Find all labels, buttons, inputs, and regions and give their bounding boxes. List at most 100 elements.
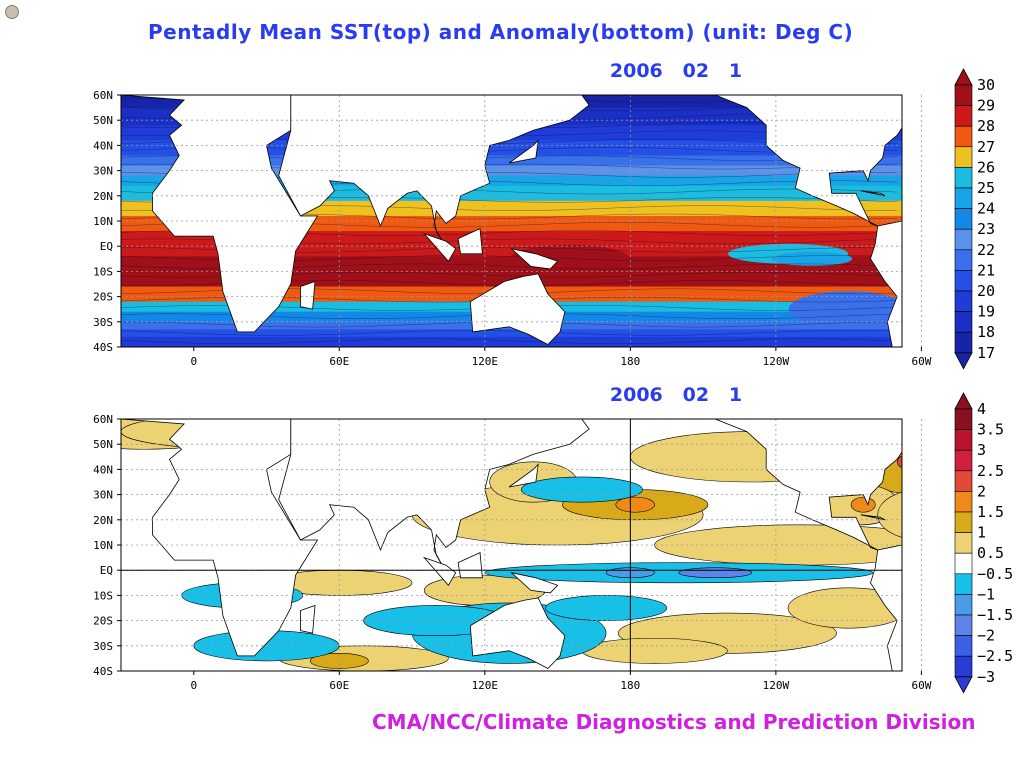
landmass-9 xyxy=(870,220,902,347)
y-tick-label: 60N xyxy=(93,89,113,102)
sst-band xyxy=(121,215,902,233)
colorbar-label: 3.5 xyxy=(977,421,1004,439)
colorbar-swatch xyxy=(954,449,973,472)
y-tick-label: 60N xyxy=(93,413,113,426)
y-tick-label: 10N xyxy=(93,215,113,228)
landmass-9 xyxy=(870,544,902,671)
y-tick-label: 40N xyxy=(93,463,113,476)
colorbar-swatch xyxy=(954,84,973,106)
landmass-7 xyxy=(300,280,316,310)
colorbar-swatch xyxy=(954,429,973,451)
x-tick-label: 120W xyxy=(763,679,790,692)
y-tick-label: 50N xyxy=(93,438,113,451)
colorbar-label: 19 xyxy=(977,303,995,321)
colorbar-label: 0.5 xyxy=(977,544,1004,562)
y-tick-label: EQ xyxy=(100,564,113,577)
landmass-6 xyxy=(510,572,559,594)
colorbar-swatch xyxy=(954,331,973,354)
colorbar-swatch xyxy=(954,311,973,333)
x-tick-label: 0 xyxy=(190,679,197,692)
chart-subtitle: 2006 02 1 xyxy=(610,384,742,406)
colorbar-label: 27 xyxy=(977,138,995,156)
page-title: Pentadly Mean SST(top) and Anomaly(botto… xyxy=(148,20,854,44)
y-tick-label: 30S xyxy=(93,316,113,329)
landmass-6 xyxy=(510,248,559,270)
landmass-2 xyxy=(422,556,457,586)
landmass-2 xyxy=(422,232,457,262)
sst-chart: 60N 50N 40N 30N 20N 10N EQ 10S 20S 30S 40S 0 60E 120E… xyxy=(93,60,995,370)
colorbar-swatch xyxy=(954,105,973,127)
landmass-1 xyxy=(278,95,590,244)
landmass-1 xyxy=(278,419,590,568)
sst-band xyxy=(121,336,902,347)
colorbar-label: 21 xyxy=(977,261,995,279)
colorbar-swatch xyxy=(954,655,973,678)
anomaly-region xyxy=(615,496,655,513)
sst-band xyxy=(121,175,902,187)
colorbar-arrow-top xyxy=(954,68,973,86)
y-tick-label: 50N xyxy=(93,114,113,127)
colorbar-label: 26 xyxy=(977,158,995,176)
y-tick-label: 10S xyxy=(93,265,113,278)
y-tick-label: 20S xyxy=(93,291,113,304)
corner-logo-icon xyxy=(5,5,19,19)
y-tick-label: 20S xyxy=(93,615,113,628)
colorbar-arrow-top xyxy=(954,392,973,410)
anomaly-chart: 60N 50N 40N 30N 20N 10N EQ 10S 20S 30S 40S 0 60E 120E… xyxy=(93,384,1013,694)
colorbar-label: −2.5 xyxy=(977,647,1013,665)
colorbar-swatch xyxy=(954,167,973,189)
colorbar-label: 22 xyxy=(977,241,995,259)
colorbar-swatch xyxy=(954,187,973,209)
colorbar-label: 1 xyxy=(977,524,986,542)
sst-contour xyxy=(121,338,898,344)
anomaly-region xyxy=(850,496,876,513)
colorbar-arrow-bottom xyxy=(954,352,973,370)
x-tick-label: 120W xyxy=(763,355,790,368)
colorbar-swatch xyxy=(954,146,973,168)
anomaly-region xyxy=(877,491,902,538)
colorbar-swatch xyxy=(954,614,973,636)
y-tick-label: 10S xyxy=(93,589,113,602)
y-tick-label: 20N xyxy=(93,190,113,203)
landmass-8 xyxy=(659,419,902,551)
cold-tongue-core xyxy=(772,251,853,266)
colorbar-swatch xyxy=(954,408,973,430)
sst-field xyxy=(121,95,902,347)
y-tick-label: 30S xyxy=(93,640,113,653)
colorbar-arrow-bottom xyxy=(954,676,973,694)
x-tick-label: 180 xyxy=(620,679,640,692)
sst-contour xyxy=(121,330,898,336)
colorbar-label: 17 xyxy=(977,344,995,362)
y-tick-label: 40N xyxy=(93,139,113,152)
x-tick-label: 60W xyxy=(911,679,931,692)
colorbar-swatch xyxy=(954,125,973,148)
sst-band xyxy=(121,329,902,338)
colorbar-swatch xyxy=(954,491,973,513)
colorbar-swatch xyxy=(954,470,973,492)
y-tick-label: 30N xyxy=(93,165,113,178)
chart-subtitle: 2006 02 1 xyxy=(610,60,742,82)
colorbar-swatch xyxy=(954,290,973,312)
colorbar-swatch xyxy=(954,228,973,251)
anomaly-region xyxy=(581,637,728,664)
colorbar-label: −3 xyxy=(977,668,995,686)
landmass-0 xyxy=(121,419,319,657)
y-tick-label: EQ xyxy=(100,240,113,253)
colorbar-label: 18 xyxy=(977,323,995,341)
landmass-0 xyxy=(121,95,319,333)
y-tick-label: 40S xyxy=(93,665,113,678)
colorbar-label: 30 xyxy=(977,76,995,94)
colorbar-swatch xyxy=(954,208,973,230)
x-tick-label: 0 xyxy=(190,355,197,368)
x-tick-label: 60E xyxy=(329,679,349,692)
colorbar-swatch xyxy=(954,511,973,533)
y-tick-label: 10N xyxy=(93,539,113,552)
colorbar-swatch xyxy=(954,249,973,271)
colorbar-label: −1.5 xyxy=(977,606,1013,624)
colorbar-label: 28 xyxy=(977,117,995,135)
colorbar-label: −0.5 xyxy=(977,565,1013,583)
anomaly-region xyxy=(896,455,902,469)
anomaly-region xyxy=(787,587,902,629)
anomaly-region xyxy=(678,567,752,579)
x-tick-label: 180 xyxy=(620,355,640,368)
